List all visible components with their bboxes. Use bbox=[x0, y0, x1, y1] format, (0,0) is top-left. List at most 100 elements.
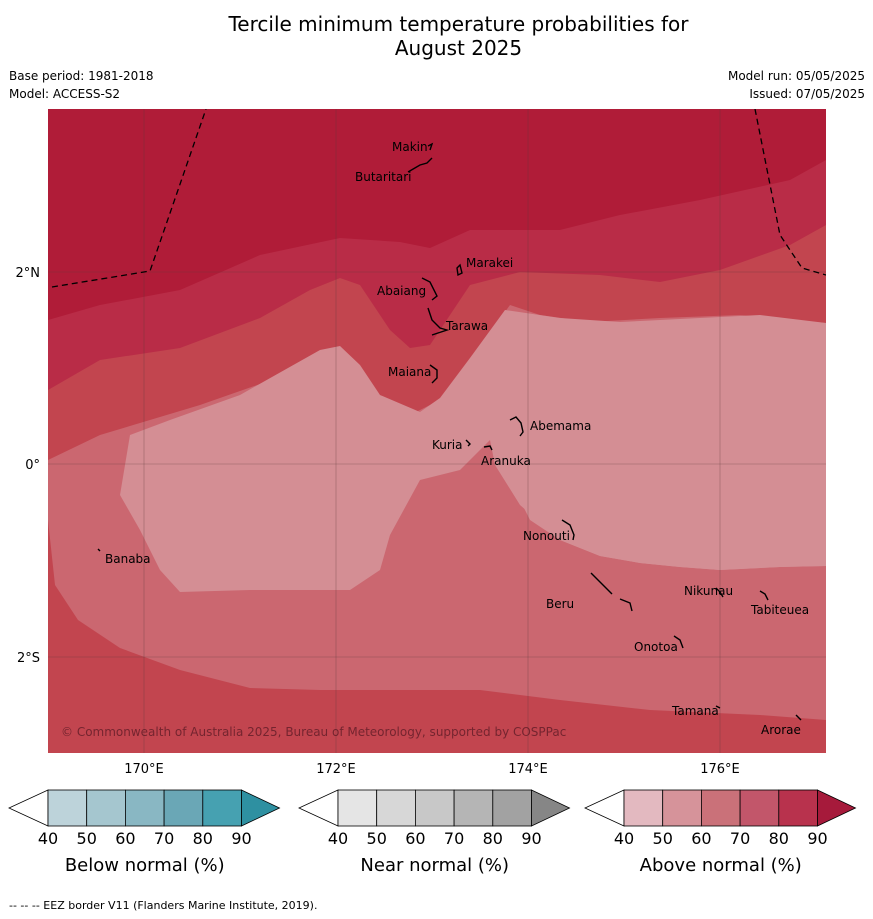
colorbar-tick-label: 50 bbox=[77, 829, 97, 848]
atoll-nonouti bbox=[561, 519, 575, 541]
colorbar-tick-label: 80 bbox=[483, 829, 503, 848]
colorbar-segment bbox=[453, 789, 494, 827]
colorbar-extend-high bbox=[531, 789, 571, 827]
island-label-aranuka: Aranuka bbox=[481, 454, 531, 468]
colorbar-tick-label: 70 bbox=[154, 829, 174, 848]
colorbar-segment bbox=[623, 789, 664, 827]
island-label-abemama: Abemama bbox=[530, 419, 591, 433]
colorbar-segment bbox=[778, 789, 818, 827]
lon-tick-label: 176°E bbox=[700, 762, 740, 777]
band-30-40 bbox=[500, 372, 826, 570]
map-title: Tercile minimum temperature probabilitie… bbox=[0, 12, 873, 60]
title-line-1: Tercile minimum temperature probabilitie… bbox=[228, 12, 689, 36]
colorbar-tick-label: 70 bbox=[444, 829, 464, 848]
longitude-labels: 170°E 172°E 174°E 176°E bbox=[124, 762, 740, 777]
colorbar-tick-label: 50 bbox=[367, 829, 387, 848]
colorbar-title: Above normal (%) bbox=[640, 855, 802, 876]
colorbar-segment bbox=[125, 789, 165, 827]
model-name: Model: ACCESS-S2 bbox=[9, 87, 121, 101]
map-field bbox=[48, 109, 826, 753]
island-label-tarawa: Tarawa bbox=[445, 319, 488, 333]
issued-date: Issued: 07/05/2025 bbox=[749, 87, 865, 101]
base-period: Base period: 1981-2018 bbox=[9, 69, 154, 83]
model-run: Model run: 05/05/2025 bbox=[727, 69, 865, 83]
island-label-nikunau: Nikunau bbox=[684, 584, 733, 598]
island-label-maiana: Maiana bbox=[388, 365, 431, 379]
colorbar-segment bbox=[47, 789, 88, 827]
colorbar-segment bbox=[701, 789, 741, 827]
eez-footnote: -- -- -- EEZ border V11 (Flanders Marine… bbox=[9, 899, 318, 912]
island-banaba bbox=[97, 548, 101, 552]
atoll-makin bbox=[427, 142, 434, 151]
colorbar-extend-high bbox=[817, 789, 857, 827]
island-label-banaba: Banaba bbox=[105, 552, 151, 566]
colorbar-tick-label: 90 bbox=[521, 829, 541, 848]
atolls bbox=[97, 142, 802, 721]
atoll-beru bbox=[715, 587, 724, 598]
island-arorae bbox=[795, 714, 802, 721]
colorbar-tick-label: 70 bbox=[730, 829, 750, 848]
meta-right: Model run: 05/05/2025 Issued: 07/05/2025 bbox=[728, 67, 865, 103]
atoll-abemama bbox=[509, 416, 524, 437]
colorbar-segment bbox=[337, 789, 378, 827]
colorbar-1: 40 50 60 70 80 90 Below normal (%) bbox=[8, 789, 281, 876]
colorbar-title: Below normal (%) bbox=[65, 855, 225, 876]
colorbar-extend-low bbox=[298, 789, 339, 827]
island-label-arorae: Arorae bbox=[761, 723, 801, 737]
colorbar-extend-low bbox=[584, 789, 625, 827]
meta-left: Base period: 1981-2018 Model: ACCESS-S2 bbox=[9, 67, 154, 103]
latitude-labels: 2°N 0° 2°S bbox=[16, 266, 41, 666]
island-label-butaritari: Butaritari bbox=[355, 170, 412, 184]
island-label-makin: Makin bbox=[392, 140, 428, 154]
lat-tick-label: 0° bbox=[25, 458, 40, 473]
title-line-2: August 2025 bbox=[394, 36, 523, 60]
atoll-onotoa bbox=[673, 635, 684, 649]
colorbar-extend-high bbox=[241, 789, 281, 827]
colorbar-tick-label: 40 bbox=[38, 829, 58, 848]
atoll-abaiang bbox=[421, 277, 438, 301]
colorbar-tick-label: 90 bbox=[231, 829, 251, 848]
atoll-tarawa bbox=[427, 307, 450, 336]
atoll-tabiteuea-north bbox=[590, 572, 613, 595]
colorbar-tick-label: 60 bbox=[405, 829, 425, 848]
island-label-beru: Beru bbox=[546, 597, 574, 611]
colorbar-tick-label: 60 bbox=[115, 829, 135, 848]
colorbar-3: 40 50 60 70 80 90 Above normal (%) bbox=[584, 789, 857, 876]
colorbar-segment bbox=[376, 789, 416, 827]
colorbar-extend-low bbox=[8, 789, 49, 827]
colorbar-segment bbox=[739, 789, 780, 827]
island-label-kuria: Kuria bbox=[432, 438, 463, 452]
colorbar-segment bbox=[414, 789, 455, 827]
colorbar-2: 40 50 60 70 80 90 Near normal (%) bbox=[298, 789, 571, 876]
colorbar-segment bbox=[202, 789, 242, 827]
colorbar-segment bbox=[163, 789, 204, 827]
atoll-maiana bbox=[429, 364, 438, 384]
atoll-marakei bbox=[456, 263, 463, 277]
island-label-abaiang: Abaiang bbox=[377, 284, 426, 298]
atoll-aranuka bbox=[483, 445, 493, 451]
atoll-tabiteuea-south bbox=[619, 598, 633, 612]
lon-tick-label: 170°E bbox=[124, 762, 164, 777]
island-tamana bbox=[715, 705, 721, 709]
island-label-onotoa: Onotoa bbox=[634, 640, 678, 654]
colorbar-tick-label: 40 bbox=[328, 829, 348, 848]
lat-tick-label: 2°N bbox=[16, 266, 41, 281]
eez-border-west bbox=[51, 109, 207, 288]
colorbar-segment bbox=[662, 789, 702, 827]
colorbar-tick-label: 90 bbox=[807, 829, 827, 848]
atoll-butaritari bbox=[407, 157, 433, 173]
colorbar-tick-label: 50 bbox=[653, 829, 673, 848]
colorbar-tick-label: 40 bbox=[614, 829, 634, 848]
island-label-nonouti: Nonouti bbox=[523, 529, 570, 543]
colorbar-tick-label: 80 bbox=[769, 829, 789, 848]
colorbar-title: Near normal (%) bbox=[360, 855, 509, 876]
copyright-text: © Commonwealth of Australia 2025, Bureau… bbox=[61, 725, 566, 739]
atoll-nikunau bbox=[759, 590, 769, 601]
island-labels: Makin Butaritari Marakei Abaiang Tarawa Maian… bbox=[105, 140, 809, 737]
island-label-tamana: Tamana bbox=[671, 704, 719, 718]
island-label-marakei: Marakei bbox=[466, 256, 513, 270]
colorbar-segment bbox=[492, 789, 532, 827]
lon-tick-label: 174°E bbox=[508, 762, 548, 777]
lat-tick-label: 2°S bbox=[17, 651, 40, 666]
